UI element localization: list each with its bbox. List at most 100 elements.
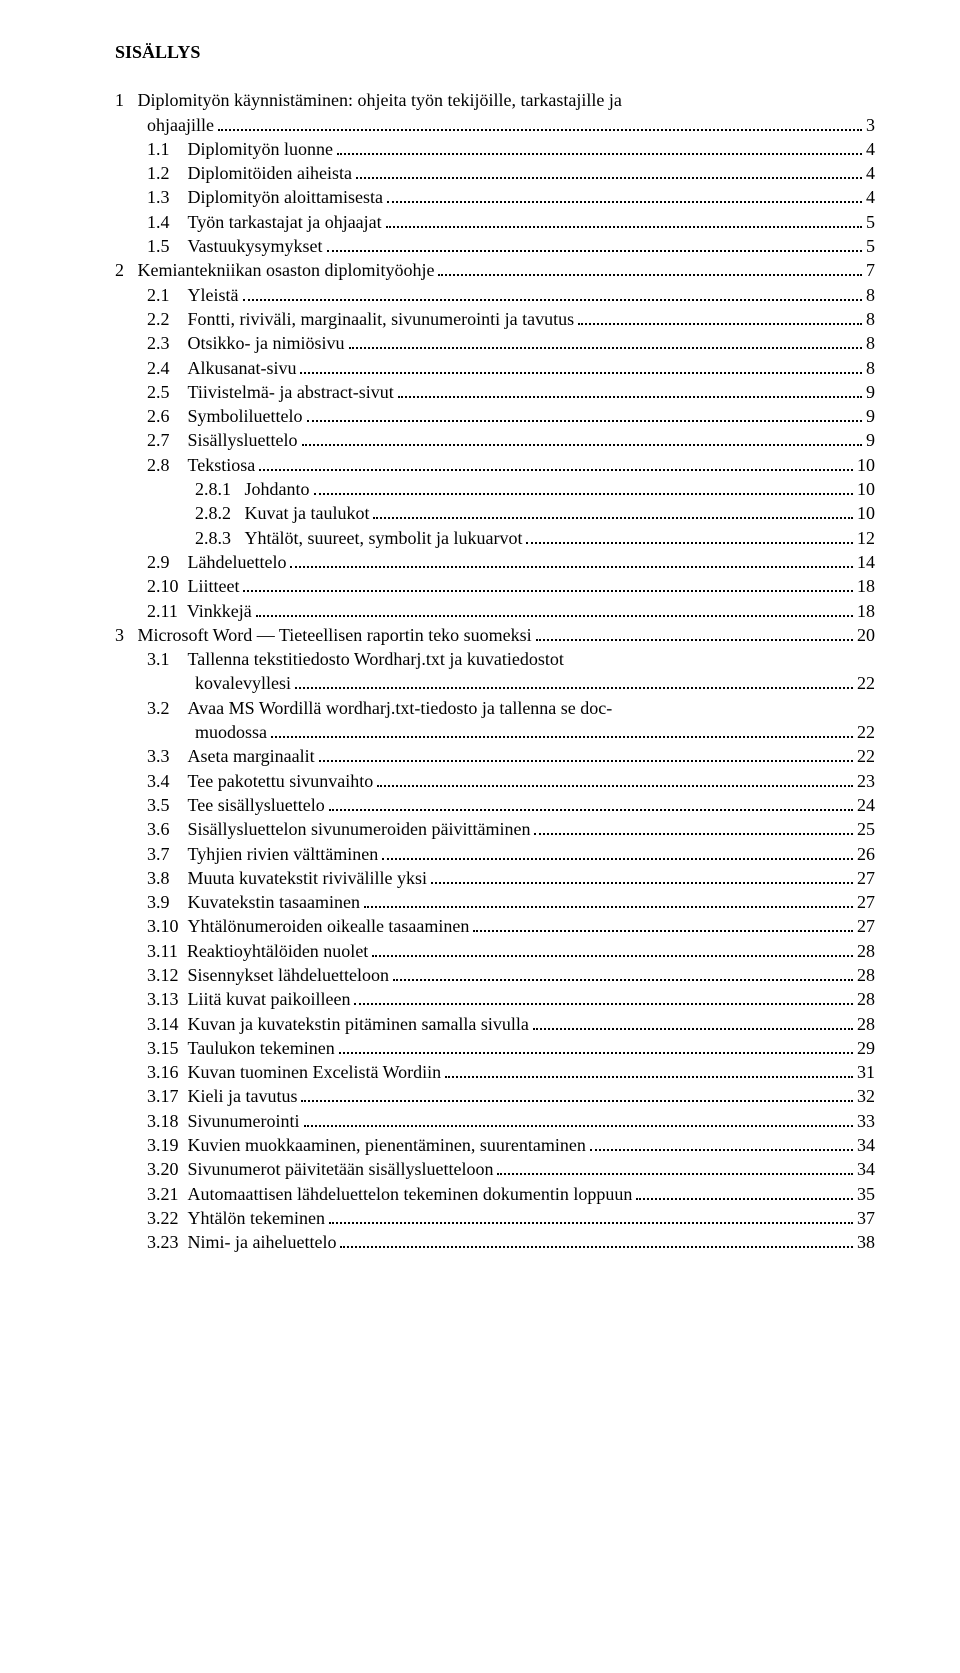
toc-label: Sisällysluettelo: [188, 428, 298, 452]
table-of-contents: 1 Diplomityön käynnistäminen: ohjeita ty…: [115, 88, 875, 1254]
toc-page-number: 4: [866, 161, 875, 185]
toc-page-number: 34: [857, 1157, 875, 1181]
toc-label: Sisällysluettelon sivunumeroiden päivitt…: [188, 817, 531, 841]
toc-label: Yhtälön tekeminen: [188, 1206, 325, 1230]
toc-page-number: 27: [857, 890, 875, 914]
toc-label: Diplomityön käynnistäminen: ohjeita työn…: [138, 88, 622, 112]
toc-entry: 2.6 Symboliluettelo 9: [115, 404, 875, 428]
toc-number: 3.10: [147, 914, 188, 938]
toc-label: Yleistä: [188, 283, 239, 307]
toc-page-number: 5: [866, 210, 875, 234]
toc-entry: 2.9 Lähdeluettelo 14: [115, 550, 875, 574]
toc-entry: 3.21 Automaattisen lähdeluettelon tekemi…: [115, 1182, 875, 1206]
toc-leader-dots: [271, 722, 853, 738]
toc-leader-dots: [243, 576, 853, 592]
toc-label: Lähdeluettelo: [188, 550, 287, 574]
toc-leader-dots: [307, 406, 863, 422]
toc-page-number: 37: [857, 1206, 875, 1230]
page-title: SISÄLLYS: [115, 40, 875, 64]
toc-entry: 2.3 Otsikko- ja nimiösivu 8: [115, 331, 875, 355]
toc-entry: 2.11 Vinkkejä 18: [115, 599, 875, 623]
toc-entry: 3.13 Liitä kuvat paikoilleen 28: [115, 987, 875, 1011]
toc-label: Avaa MS Wordillä wordharj.txt-tiedosto j…: [188, 696, 613, 720]
toc-label: kovalevyllesi: [195, 671, 291, 695]
toc-entry: 1 Diplomityön käynnistäminen: ohjeita ty…: [115, 88, 875, 112]
toc-entry: 2.2 Fontti, riviväli, marginaalit, sivun…: [115, 307, 875, 331]
toc-label: Aseta marginaalit: [188, 744, 315, 768]
toc-entry: 1.4 Työn tarkastajat ja ohjaajat 5: [115, 210, 875, 234]
toc-label: Vinkkejä: [187, 599, 252, 623]
toc-label: Alkusanat-sivu: [188, 356, 297, 380]
toc-leader-dots: [393, 965, 853, 981]
toc-number: 3.1: [147, 647, 188, 671]
toc-leader-dots: [386, 211, 862, 227]
toc-label: Reaktioyhtälöiden nuolet: [187, 939, 368, 963]
toc-label: Diplomityön aloittamisesta: [188, 185, 383, 209]
toc-number: 2.7: [147, 428, 188, 452]
toc-leader-dots: [534, 819, 853, 835]
toc-number: 2.10: [147, 574, 188, 598]
toc-leader-dots: [314, 479, 854, 495]
toc-page-number: 31: [857, 1060, 875, 1084]
toc-entry: 3.3 Aseta marginaalit 22: [115, 744, 875, 768]
toc-leader-dots: [536, 624, 853, 640]
toc-entry: 3.7 Tyhjien rivien välttäminen 26: [115, 842, 875, 866]
toc-leader-dots: [259, 454, 853, 470]
toc-number: 2: [115, 258, 138, 282]
toc-leader-dots: [533, 1013, 853, 1029]
toc-entry: 3.14 Kuvan ja kuvatekstin pitäminen sama…: [115, 1012, 875, 1036]
toc-label: Yhtälönumeroiden oikealle tasaaminen: [188, 914, 470, 938]
toc-label: Tiivistelmä- ja abstract-sivut: [188, 380, 394, 404]
toc-page-number: 34: [857, 1133, 875, 1157]
toc-number: 1.4: [147, 210, 188, 234]
toc-leader-dots: [473, 916, 853, 932]
toc-entry: 1.2 Diplomitöiden aiheista 4: [115, 161, 875, 185]
toc-page-number: 25: [857, 817, 875, 841]
toc-label: Työn tarkastajat ja ohjaajat: [188, 210, 382, 234]
toc-label: Sivunumerointi: [188, 1109, 300, 1133]
toc-page-number: 4: [866, 185, 875, 209]
toc-leader-dots: [337, 139, 862, 155]
toc-page-number: 32: [857, 1084, 875, 1108]
toc-page-number: 4: [866, 137, 875, 161]
toc-page-number: 8: [866, 331, 875, 355]
toc-page-number: 12: [857, 526, 875, 550]
toc-label: Johdanto: [245, 477, 310, 501]
toc-number: 3.13: [147, 987, 188, 1011]
toc-label: Kuvatekstin tasaaminen: [188, 890, 360, 914]
toc-number: 2.8.1: [195, 477, 245, 501]
toc-number: 1.5: [147, 234, 188, 258]
toc-number: 3.20: [147, 1157, 188, 1181]
toc-entry: 3.9 Kuvatekstin tasaaminen 27: [115, 890, 875, 914]
toc-entry: 2.8 Tekstiosa 10: [115, 453, 875, 477]
toc-leader-dots: [372, 940, 853, 956]
toc-number: 3.18: [147, 1109, 188, 1133]
toc-label: Muuta kuvatekstit rivivälille yksi: [188, 866, 427, 890]
toc-leader-dots: [382, 843, 853, 859]
toc-page-number: 14: [857, 550, 875, 574]
toc-number: 2.8: [147, 453, 188, 477]
toc-label: Sisennykset lähdeluetteloon: [188, 963, 389, 987]
toc-leader-dots: [302, 430, 863, 446]
toc-label: Taulukon tekeminen: [188, 1036, 335, 1060]
toc-leader-dots: [377, 770, 853, 786]
toc-leader-dots: [364, 892, 853, 908]
toc-entry: kovalevyllesi 22: [115, 671, 875, 695]
toc-entry: 3.18 Sivunumerointi 33: [115, 1109, 875, 1133]
toc-label: Tee pakotettu sivunvaihto: [188, 769, 374, 793]
toc-number: 3.12: [147, 963, 188, 987]
toc-entry: 2.10 Liitteet 18: [115, 574, 875, 598]
toc-number: 3.11: [147, 939, 187, 963]
toc-page-number: 22: [857, 744, 875, 768]
toc-number: 2.5: [147, 380, 188, 404]
toc-label: Diplomitöiden aiheista: [188, 161, 352, 185]
toc-page-number: 20: [857, 623, 875, 647]
toc-label: Tekstiosa: [188, 453, 256, 477]
toc-number: 3.16: [147, 1060, 188, 1084]
toc-number: 3.19: [147, 1133, 188, 1157]
toc-page-number: 8: [866, 307, 875, 331]
toc-entry: 1.1 Diplomityön luonne 4: [115, 137, 875, 161]
toc-number: 3.21: [147, 1182, 188, 1206]
toc-page-number: 9: [866, 428, 875, 452]
toc-leader-dots: [290, 552, 853, 568]
